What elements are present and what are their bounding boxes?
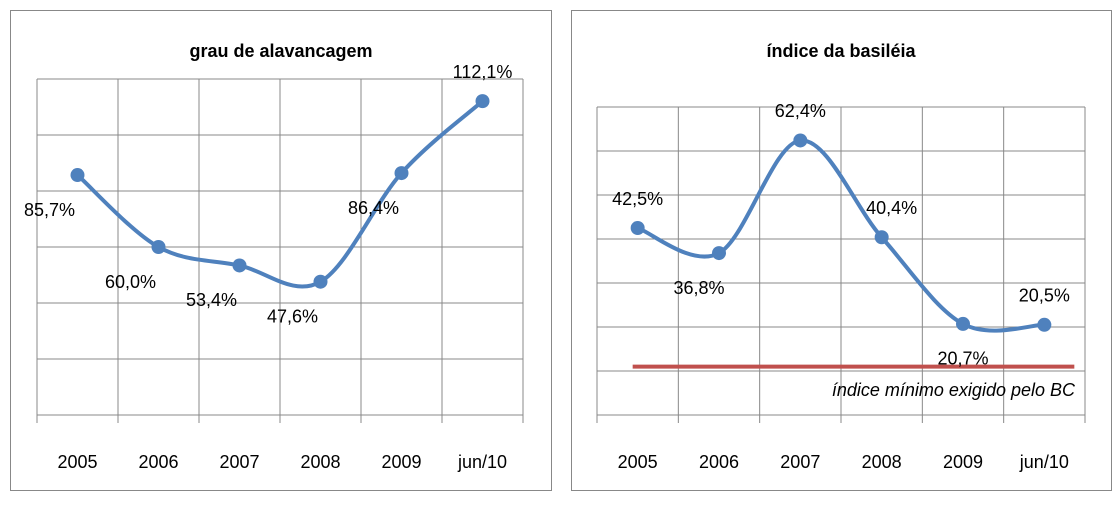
x-tick-label: 2008	[862, 452, 902, 472]
marker	[874, 230, 889, 245]
data-label: 47,6%	[267, 306, 318, 326]
data-label: 40,4%	[866, 198, 917, 218]
x-tick-label: 2006	[138, 452, 178, 472]
data-label: 42,5%	[612, 189, 663, 209]
x-tick-label: 2007	[219, 452, 259, 472]
marker	[712, 246, 726, 261]
x-tick-label: 2009	[943, 452, 983, 472]
chart-title: índice da basiléia	[766, 41, 916, 61]
marker	[793, 133, 808, 148]
marker	[475, 94, 490, 109]
data-label: 20,5%	[1019, 286, 1070, 306]
marker	[151, 240, 166, 254]
marker	[1037, 317, 1052, 332]
data-label: 53,4%	[186, 290, 237, 310]
data-label: 20,7%	[937, 349, 988, 369]
marker	[70, 168, 85, 183]
x-tick-label: 2009	[381, 452, 421, 472]
x-tick-label: 2005	[57, 452, 97, 472]
data-label: 60,0%	[105, 272, 156, 292]
line	[76, 99, 484, 289]
data-label: 85,7%	[24, 200, 75, 220]
x-tick-label: 2005	[618, 452, 658, 472]
marker	[956, 316, 970, 331]
panel	[10, 10, 552, 491]
x-tick-label: jun/10	[1019, 452, 1069, 472]
data-label: 62,4%	[775, 101, 826, 121]
x-tick-label: 2008	[300, 452, 340, 472]
x-tick-label: 2007	[780, 452, 820, 472]
marker	[232, 258, 247, 273]
chart-title: grau de alavancagem	[189, 41, 372, 61]
marker	[313, 274, 328, 289]
data-label: 86,4%	[348, 198, 399, 218]
x-tick-label: jun/10	[457, 452, 507, 472]
data-label: 36,8%	[673, 278, 724, 298]
marker	[394, 166, 409, 181]
data-label: 112,1%	[453, 62, 513, 82]
x-tick-label: 2006	[699, 452, 739, 472]
marker	[630, 221, 645, 235]
reference-label: índice mínimo exigido pelo BC	[832, 380, 1076, 400]
